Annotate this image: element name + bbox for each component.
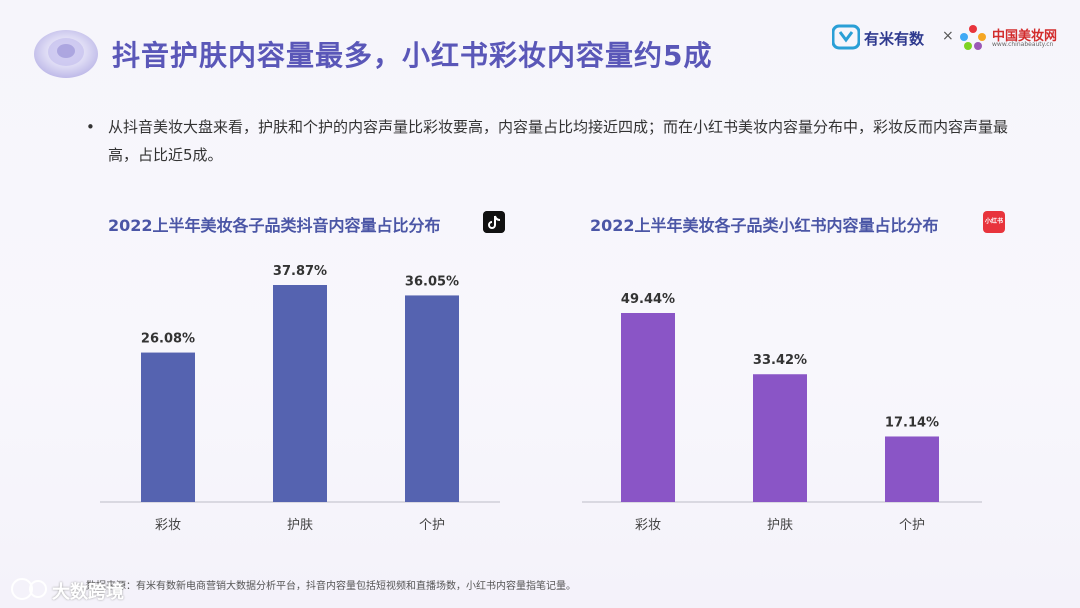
decorative-crystal-icon — [34, 30, 98, 78]
summary-text: 从抖音美妆大盘来看，护肤和个护的内容声量比彩妆要高，内容量占比均接近四成；而在小… — [108, 118, 1009, 164]
douyin-bar-2 — [273, 285, 327, 502]
douyin-category-label-2: 护肤 — [287, 518, 313, 533]
bullet-dot: • — [86, 118, 95, 136]
brand1-name: 有米有数 — [864, 30, 925, 48]
brand-logos: 有米有数 × 中国美妆网 www.chinabeauty.cn — [832, 22, 1068, 52]
douyin-bar-3 — [405, 295, 459, 502]
douyin-category-label-3: 个护 — [419, 518, 445, 533]
xhs-category-label-1: 彩妆 — [635, 518, 661, 533]
brand-separator: × — [942, 28, 954, 44]
xhs-value-label-2: 33.42% — [753, 353, 807, 368]
xhs-bar-1 — [621, 313, 675, 502]
douyin-chart-title: 2022上半年美妆各子品类抖音内容量占比分布 — [108, 216, 441, 235]
youmi-logo-icon — [832, 24, 860, 50]
douyin-bar-1 — [141, 352, 195, 502]
watermark-logo-icon — [11, 578, 47, 600]
xhs-chart-title: 2022上半年美妆各子品类小红书内容量占比分布 — [590, 216, 939, 235]
watermark-text: 大数跨境 — [52, 582, 124, 603]
xhs-category-label-3: 个护 — [899, 518, 925, 533]
page-title: 抖音护肤内容量最多，小红书彩妆内容量约5成 — [112, 39, 713, 72]
data-source-note: 数据来源：有米有数新电商营销大数据分析平台，抖音内容量包括短视频和直播场数，小红… — [86, 581, 576, 592]
brand2-name: 中国美妆网 — [992, 29, 1058, 44]
chinabeauty-logo-icon — [960, 25, 986, 50]
brand2-url: www.chinabeauty.cn — [992, 41, 1054, 48]
xhs-bar-2 — [753, 374, 807, 502]
douyin-value-label-2: 37.87% — [273, 264, 327, 279]
douyin-value-label-3: 36.05% — [405, 274, 459, 289]
xiaohongshu-icon: 小红书 — [983, 211, 1005, 233]
douyin-category-label-1: 彩妆 — [155, 518, 181, 533]
douyin-icon — [483, 211, 505, 233]
xhs-category-label-2: 护肤 — [767, 518, 793, 533]
xhs-value-label-1: 49.44% — [621, 292, 675, 307]
xhs-value-label-3: 17.14% — [885, 415, 939, 430]
douyin-value-label-1: 26.08% — [141, 332, 195, 347]
xhs-bar-3 — [885, 436, 939, 502]
